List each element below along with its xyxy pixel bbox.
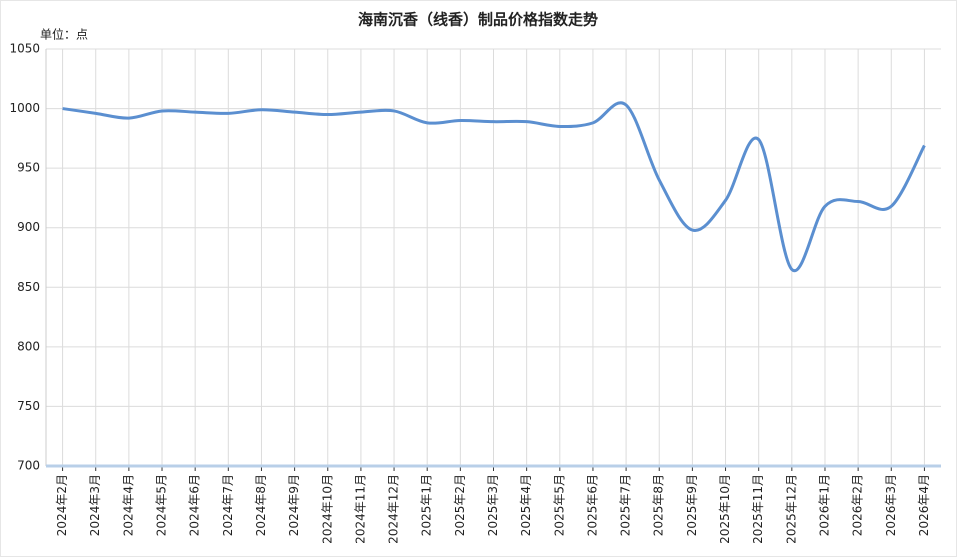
x-tick-label: 2026年4月 — [917, 474, 931, 536]
x-tick-label: 2026年1月 — [817, 474, 831, 536]
y-tick-label: 1000 — [9, 101, 40, 115]
x-tick-label: 2024年11月 — [353, 474, 367, 544]
y-unit: 单位：点 — [40, 27, 88, 42]
y-tick-label: 800 — [17, 339, 40, 353]
y-tick-label: 850 — [17, 280, 40, 294]
x-tick-label: 2025年5月 — [552, 474, 566, 536]
x-tick-label: 2024年2月 — [55, 474, 69, 536]
x-tick-label: 2025年12月 — [784, 474, 798, 544]
x-tick-label: 2024年4月 — [121, 474, 135, 536]
x-tick-label: 2025年9月 — [685, 474, 699, 536]
x-tick-label: 2025年10月 — [718, 474, 732, 544]
x-tick-label: 2024年7月 — [221, 474, 235, 536]
x-tick-label: 2024年8月 — [254, 474, 268, 536]
x-tick-label: 2024年5月 — [155, 474, 169, 536]
x-tick-label: 2025年8月 — [652, 474, 666, 536]
x-tick-label: 2025年7月 — [619, 474, 633, 536]
y-tick-label: 700 — [17, 459, 40, 473]
y-tick-label: 900 — [17, 220, 40, 234]
x-tick-label: 2025年3月 — [486, 474, 500, 536]
x-tick-label: 2024年10月 — [320, 474, 334, 544]
y-tick-label: 1050 — [9, 42, 40, 56]
chart-title: 海南沉香（线香）制品价格指数走势 — [358, 11, 598, 29]
x-tick-label: 2025年4月 — [519, 474, 533, 536]
x-tick-label: 2025年6月 — [585, 474, 599, 536]
x-tick-label: 2026年3月 — [884, 474, 898, 536]
y-tick-label: 750 — [17, 399, 40, 413]
line — [62, 101, 926, 273]
x-tick-label: 2025年1月 — [420, 474, 434, 536]
x-tick-label: 2024年6月 — [188, 474, 202, 536]
x-tick-label: 2024年9月 — [287, 474, 301, 536]
x-tick-label: 2026年2月 — [851, 474, 865, 536]
y-tick-label: 950 — [17, 161, 40, 175]
x-tick-label: 2025年2月 — [453, 474, 467, 536]
x-tick-label: 2024年12月 — [387, 474, 401, 544]
x-tick-label: 2025年11月 — [751, 474, 765, 544]
x-tick-label: 2024年3月 — [88, 474, 102, 536]
